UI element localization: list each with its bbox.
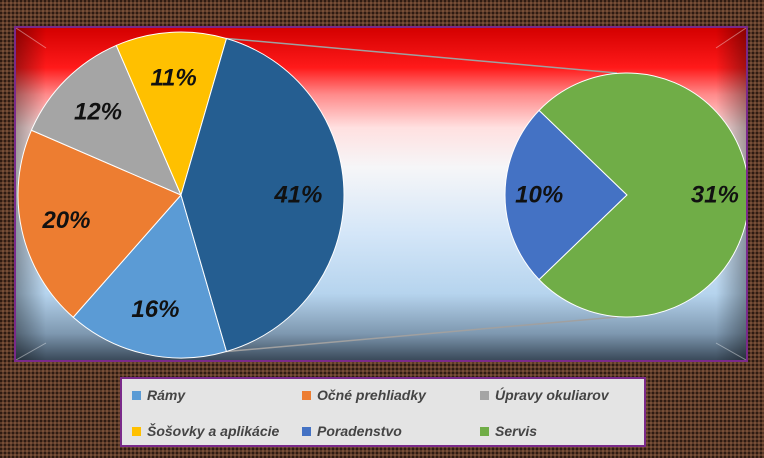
slice-data-label: 31% (691, 182, 739, 209)
pie-slice (115, 31, 228, 197)
legend-item: Úpravy okuliarov (480, 387, 609, 403)
bevel-corner (16, 28, 47, 49)
slice-data-label: 10% (515, 182, 563, 209)
pie-slice (72, 193, 228, 359)
slice-data-label: 20% (41, 207, 90, 234)
legend-item: Očné prehliadky (302, 387, 426, 403)
pie-slice (180, 37, 345, 353)
legend-swatch (302, 426, 311, 436)
legend-label: Servis (495, 423, 538, 439)
slice-data-label: 41% (273, 182, 322, 209)
legend-label: Poradenstvo (317, 423, 402, 439)
slice-data-label: 16% (131, 296, 179, 323)
legend-swatch (302, 390, 311, 400)
pie-slice (504, 109, 628, 281)
legend-swatch (132, 426, 141, 436)
legend: Rámy Očné prehliadky Úpravy okuliarov Šo… (120, 377, 646, 447)
pie-slice (17, 129, 182, 318)
main-pie: 16% 20% 12% 11% 41% (17, 31, 345, 359)
pie-slice (538, 72, 746, 318)
slice-data-label: 12% (74, 99, 122, 126)
legend-item: Šošovky a aplikácie (132, 423, 279, 439)
legend-swatch (480, 390, 489, 400)
legend-label: Očné prehliadky (317, 387, 426, 403)
connector-lines (226, 37, 618, 353)
bevel-corner (715, 28, 746, 49)
legend-swatch (480, 426, 489, 436)
pie-slice (30, 44, 182, 196)
chart-area: 16% 20% 12% 11% 41% 10% 31% (14, 26, 748, 362)
pie-of-pie-chart: 16% 20% 12% 11% 41% 10% 31% (16, 28, 746, 360)
legend-item: Servis (480, 423, 537, 439)
secondary-pie: 10% 31% (504, 72, 746, 318)
bevel-corner (16, 342, 47, 360)
connector-line (226, 37, 618, 74)
bevel-corner (715, 342, 746, 360)
legend-label: Rámy (147, 387, 186, 403)
legend-label: Úpravy okuliarov (495, 387, 609, 403)
legend-label: Šošovky a aplikácie (147, 423, 280, 439)
connector-line (226, 316, 618, 353)
legend-item: Poradenstvo (302, 423, 402, 439)
legend-swatch (132, 390, 141, 400)
legend-item: Rámy (132, 387, 185, 403)
slice-data-label: 11% (150, 64, 196, 91)
